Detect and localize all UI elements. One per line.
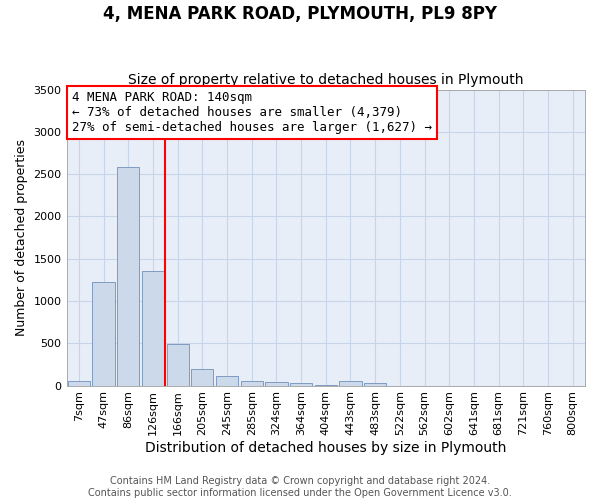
Bar	[142, 272, 164, 386]
Bar	[216, 376, 238, 386]
Text: 4 MENA PARK ROAD: 140sqm
← 73% of detached houses are smaller (4,379)
27% of sem: 4 MENA PARK ROAD: 140sqm ← 73% of detach…	[72, 91, 432, 134]
Bar	[92, 282, 115, 386]
Bar	[191, 368, 214, 386]
Title: Size of property relative to detached houses in Plymouth: Size of property relative to detached ho…	[128, 73, 524, 87]
Bar	[265, 382, 287, 386]
Y-axis label: Number of detached properties: Number of detached properties	[15, 139, 28, 336]
Bar	[290, 383, 312, 386]
Bar	[117, 168, 139, 386]
Bar	[364, 383, 386, 386]
Text: Contains HM Land Registry data © Crown copyright and database right 2024.
Contai: Contains HM Land Registry data © Crown c…	[88, 476, 512, 498]
Text: 4, MENA PARK ROAD, PLYMOUTH, PL9 8PY: 4, MENA PARK ROAD, PLYMOUTH, PL9 8PY	[103, 5, 497, 23]
X-axis label: Distribution of detached houses by size in Plymouth: Distribution of detached houses by size …	[145, 441, 506, 455]
Bar	[167, 344, 189, 386]
Bar	[340, 382, 362, 386]
Bar	[241, 382, 263, 386]
Bar	[68, 382, 90, 386]
